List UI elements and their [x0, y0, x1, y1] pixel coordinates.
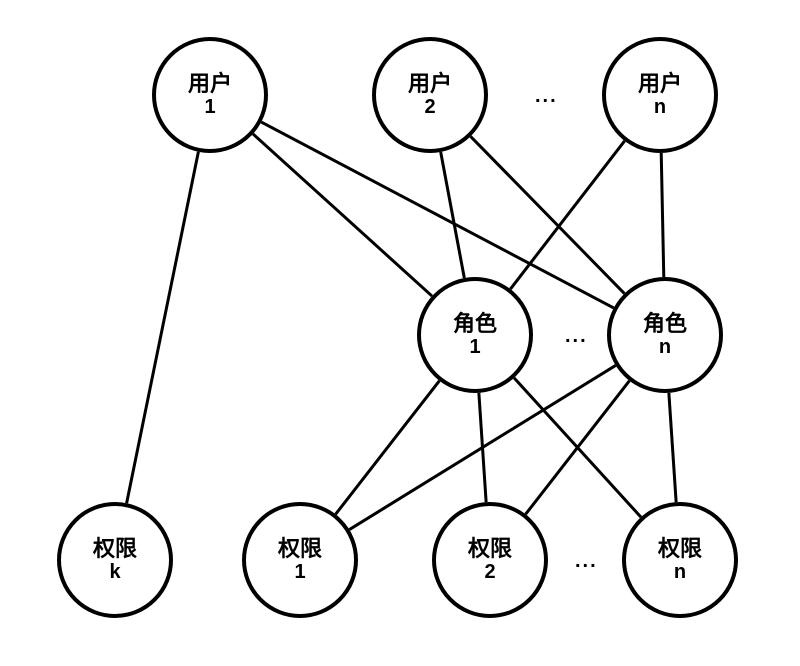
node-user1: 用户1: [152, 37, 268, 153]
edge-roleN-permN: [669, 393, 676, 502]
edge-userN-roleN: [661, 153, 664, 277]
node-sublabel: 1: [294, 561, 305, 583]
node-label: 用户: [408, 72, 452, 96]
node-role1: 角色1: [417, 277, 533, 393]
node-label: 权限: [658, 537, 702, 561]
node-user2: 用户2: [372, 37, 488, 153]
node-sublabel: n: [674, 561, 686, 583]
edge-userN-role1: [510, 141, 624, 289]
edge-user1-permK: [127, 152, 199, 503]
node-sublabel: 2: [484, 561, 495, 583]
node-permN: 权限n: [622, 502, 738, 618]
node-sublabel: n: [654, 96, 666, 118]
node-perm1: 权限1: [242, 502, 358, 618]
ellipsis-0: ...: [535, 85, 558, 108]
node-permK: 权限k: [57, 502, 173, 618]
node-sublabel: 2: [424, 96, 435, 118]
edge-user2-roleN: [471, 136, 625, 293]
node-sublabel: n: [659, 336, 671, 358]
node-sublabel: k: [109, 561, 120, 583]
node-sublabel: 1: [469, 336, 480, 358]
node-label: 角色: [643, 312, 687, 336]
edge-user2-role1: [441, 152, 465, 278]
ellipsis-2: ...: [575, 550, 598, 573]
node-label: 权限: [468, 537, 512, 561]
node-perm2: 权限2: [432, 502, 548, 618]
node-roleN: 角色n: [607, 277, 723, 393]
edge-role1-perm1: [336, 381, 440, 514]
node-sublabel: 1: [204, 96, 215, 118]
node-label: 用户: [188, 72, 232, 96]
node-userN: 用户n: [602, 37, 718, 153]
node-label: 用户: [638, 72, 682, 96]
edge-user1-role1: [253, 134, 432, 296]
ellipsis-1: ...: [565, 325, 588, 348]
node-label: 角色: [453, 312, 497, 336]
node-label: 权限: [278, 537, 322, 561]
edge-roleN-perm2: [526, 381, 630, 514]
node-label: 权限: [93, 537, 137, 561]
